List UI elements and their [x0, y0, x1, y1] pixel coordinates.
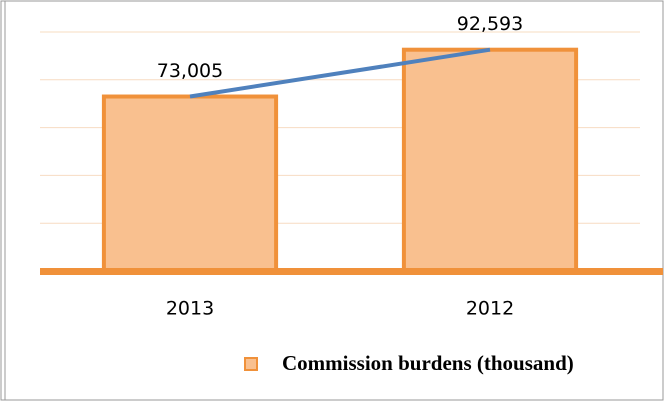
x-tick-label: 2012: [466, 298, 514, 320]
baseline: [40, 268, 663, 275]
trend-line: [189, 47, 491, 99]
bar: [401, 47, 579, 273]
x-tick-label: 2013: [166, 298, 214, 320]
legend-label: Commission burdens (thousand): [282, 351, 574, 375]
data-label: 92,593: [457, 13, 523, 35]
bar: [101, 94, 279, 273]
data-label: 73,005: [157, 60, 223, 82]
legend-marker: [244, 357, 258, 371]
